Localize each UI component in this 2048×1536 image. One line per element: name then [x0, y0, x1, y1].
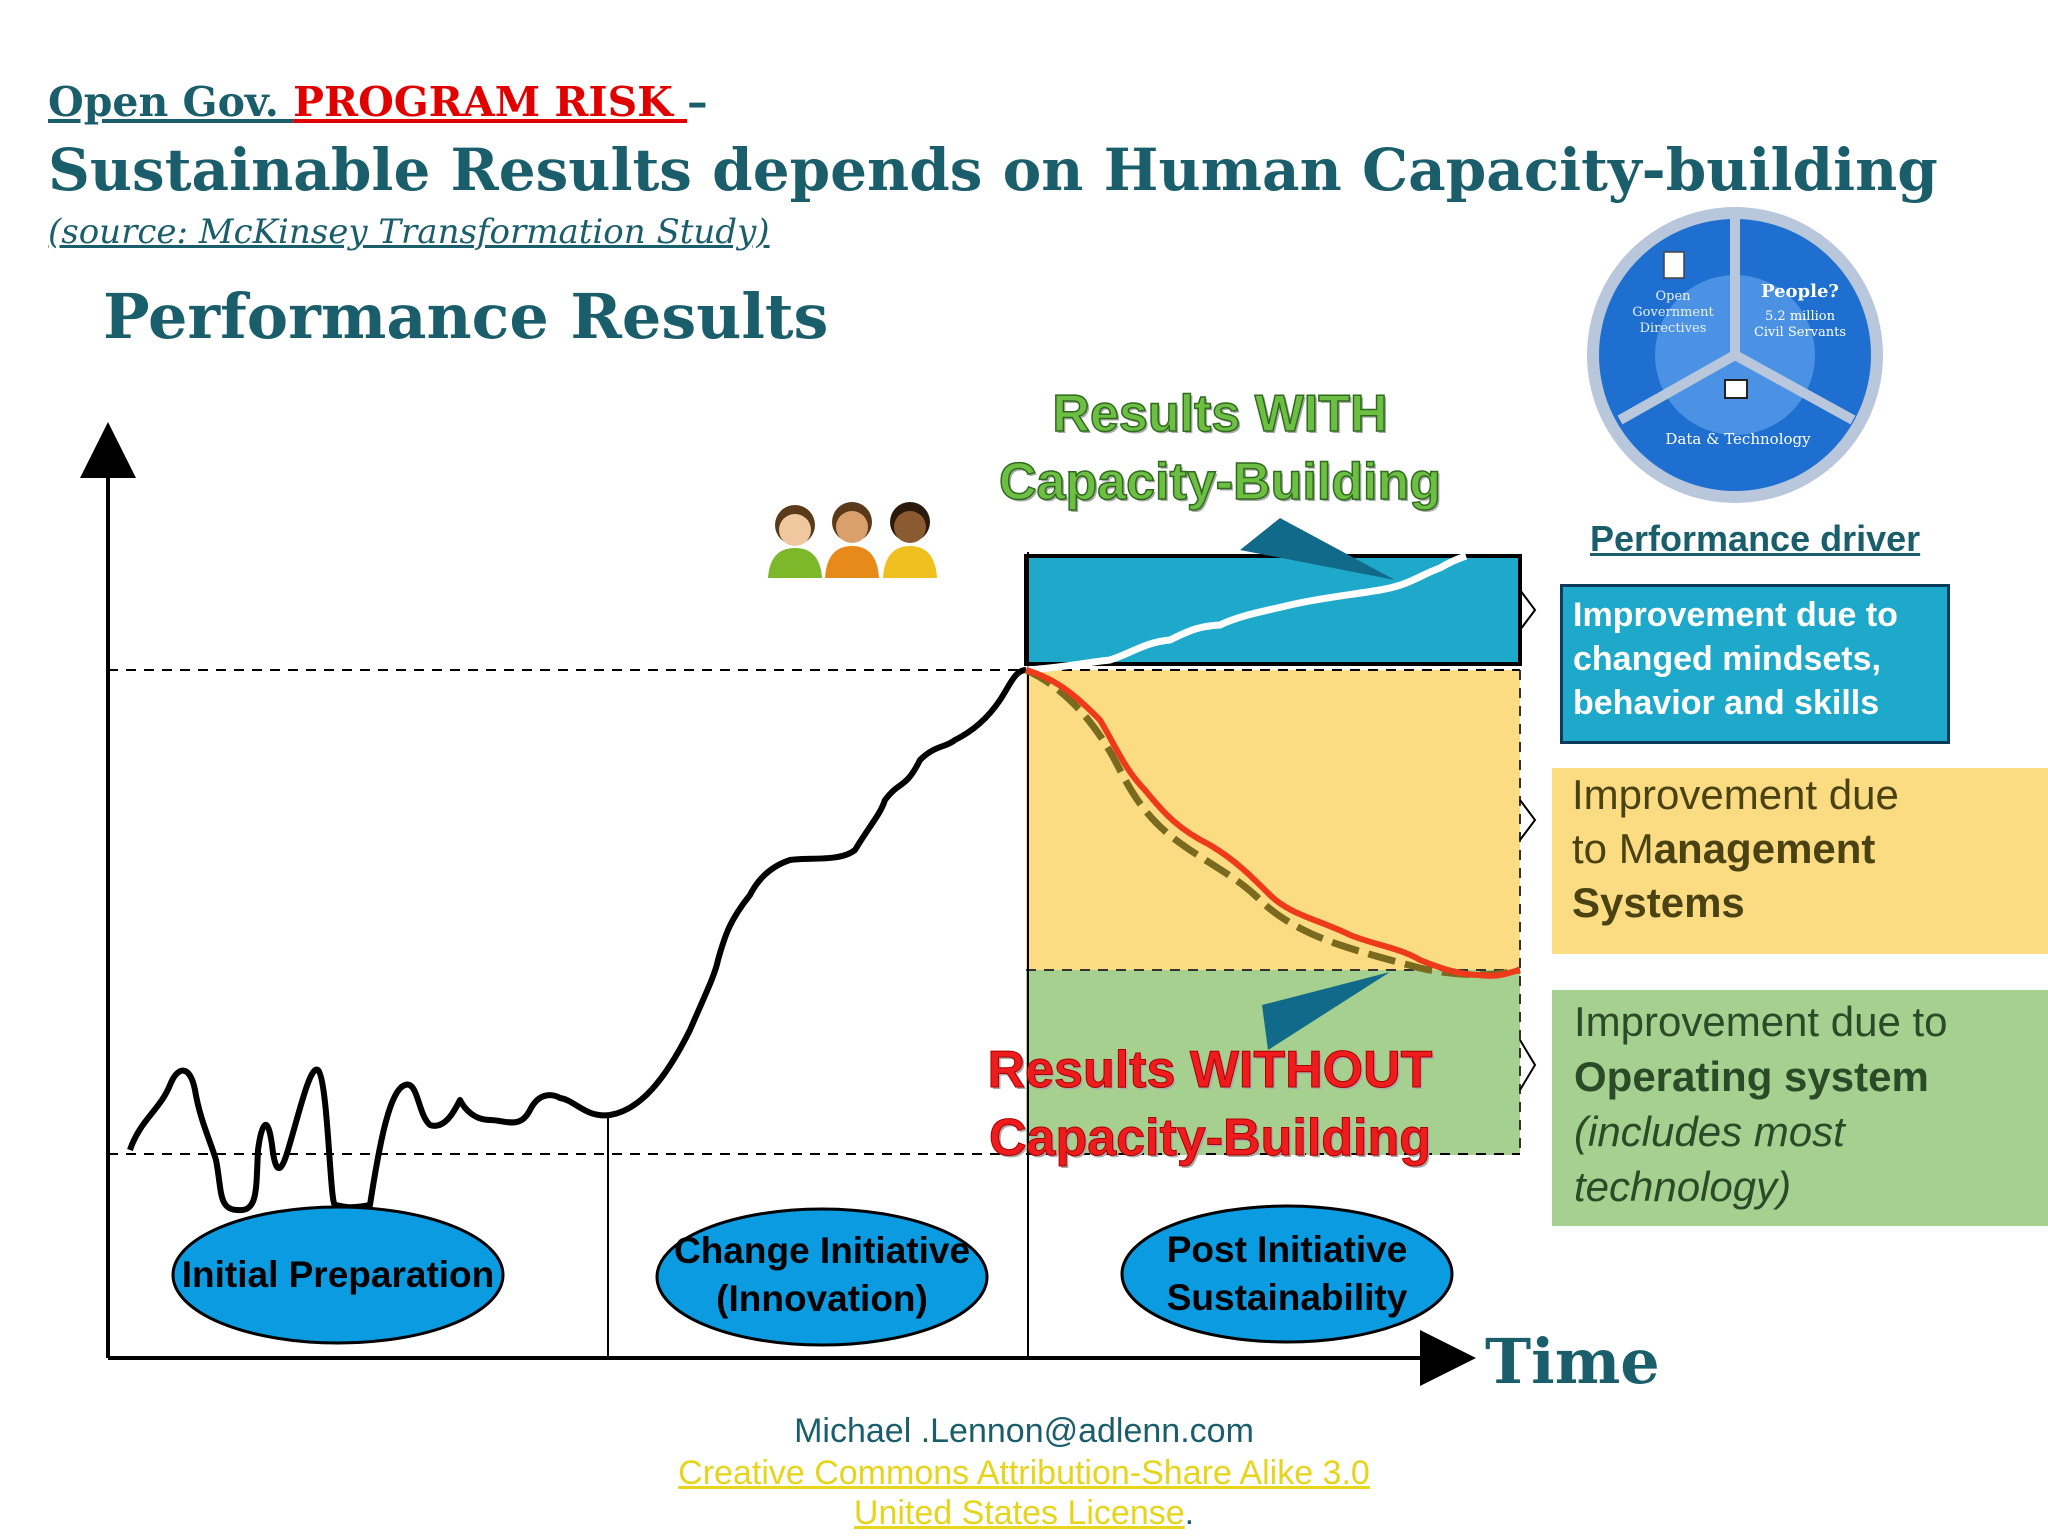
results-without-line2: Capacity-Building — [988, 1109, 1432, 1168]
driver-box-management: Improvement due to Management Systems — [1552, 768, 2048, 954]
callout-with-pointer — [1240, 518, 1395, 580]
driver-mindsets-text: Improvement due to changed mindsets, beh… — [1573, 596, 1898, 722]
source-citation: (source: McKinsey Transformation Study) — [48, 212, 770, 252]
phase-post-initiative: Post Initiative Sustainability — [1166, 1229, 1408, 1318]
brace-green — [1519, 1039, 1537, 1091]
phase-change-initiative: Change Initiative (Innovation) — [673, 1230, 971, 1319]
chart-y-title: Performance Results — [103, 280, 829, 353]
curve-without-trend — [1024, 666, 1521, 979]
curve-with-capacity — [1025, 552, 1468, 674]
results-with-label: Results WITH Capacity-Building — [940, 380, 1500, 516]
license-period: . — [1184, 1494, 1195, 1532]
results-without-label: Results WITHOUT Capacity-Building — [930, 1036, 1490, 1172]
driver-management-bold: anagement Systems — [1572, 825, 1876, 926]
brace-yellow — [1519, 799, 1537, 841]
wheel-computer-icon — [1724, 379, 1748, 399]
driver-management-text: Improvement due to Management Systems — [1572, 768, 1932, 930]
driver-box-operating: Improvement due to Operating system (incl… — [1552, 990, 2048, 1226]
header-prefix: Open Gov. — [48, 78, 294, 126]
license-line-1: Creative Commons Attribution-Share Alike… — [0, 1454, 2048, 1493]
brace-blue — [1519, 589, 1537, 631]
program-risk-label: PROGRAM RISK — [293, 78, 688, 126]
wheel-seg1-l1: Open — [1655, 289, 1691, 304]
license-link-2[interactable]: United States License — [853, 1494, 1185, 1532]
wheel-seg2-title: People? — [1761, 281, 1839, 302]
wheel-seg3: Data & Technology — [1665, 430, 1811, 448]
driver-box-mindsets: Improvement due to changed mindsets, beh… — [1560, 584, 1950, 744]
zone-operating — [1026, 970, 1520, 1155]
performance-driver-text: Performance driver — [1590, 518, 1921, 559]
header-subtitle: Open Gov. PROGRAM RISK – — [48, 78, 708, 126]
driver-operating-note: (includes most technology) — [1574, 1108, 1845, 1210]
author-email: Michael .Lennon@adlenn.com — [794, 1412, 1254, 1450]
license-line-2: United States License. — [0, 1494, 2048, 1533]
performance-driver-title: Performance driver — [1590, 518, 1920, 560]
performance-curve — [127, 667, 1027, 1214]
wheel-seg2-sub1: 5.2 million — [1765, 309, 1836, 324]
driver-operating-bold: Operating system — [1574, 1053, 1929, 1100]
wheel-seg1-l3: Directives — [1640, 321, 1707, 336]
page-title: Sustainable Results depends on Human Cap… — [48, 136, 1938, 204]
performance-wheel: Open Government Directives People? 5.2 m… — [1587, 207, 1883, 503]
license-link-1[interactable]: Creative Commons Attribution-Share Alike… — [678, 1454, 1370, 1492]
results-without-line1: Results WITHOUT — [987, 1041, 1433, 1100]
chart-x-title: Time — [1485, 1325, 1660, 1398]
phase-ellipse-initial — [171, 1205, 505, 1345]
wheel-seg1-l2: Government — [1632, 305, 1714, 320]
phase-initial-preparation: Initial Preparation — [181, 1254, 495, 1295]
zone-management — [1026, 670, 1520, 970]
results-with-line1: Results WITH — [1052, 384, 1389, 444]
people-icon — [768, 502, 937, 578]
results-with-line2: Capacity-Building — [998, 452, 1442, 512]
curve-without-capacity — [1025, 667, 1521, 979]
driver-management-pre: Improvement due to M — [1572, 771, 1899, 872]
driver-operating-pre: Improvement due to — [1574, 998, 1948, 1045]
header-dash: – — [687, 78, 708, 126]
wheel-document-icon — [1663, 251, 1685, 279]
phase-ellipse-post — [1120, 1204, 1454, 1344]
callout-without-pointer — [1262, 972, 1390, 1050]
wheel-seg2-sub2: Civil Servants — [1754, 325, 1846, 340]
driver-operating-text: Improvement due to Operating system (incl… — [1574, 994, 1974, 1214]
phase-ellipse-change — [655, 1207, 989, 1347]
